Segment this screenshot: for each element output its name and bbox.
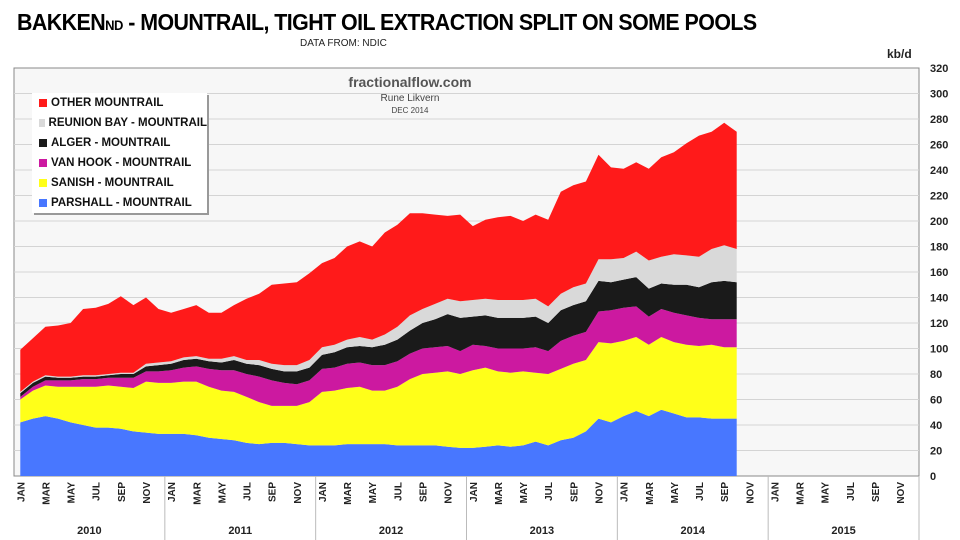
- y-tick-label: 120: [930, 318, 948, 330]
- x-tick-label: NOV: [896, 482, 907, 504]
- watermark-site: fractionalflow.com: [348, 74, 472, 90]
- y-axis-unit-label: kb/d: [887, 47, 912, 61]
- x-tick-label: JAN: [167, 482, 178, 502]
- legend-label: ALGER - MOUNTRAIL: [51, 137, 171, 149]
- x-tick-label: MAR: [41, 481, 52, 505]
- watermark-date: DEC 2014: [391, 106, 429, 115]
- x-tick-label: JUL: [544, 482, 555, 501]
- y-tick-label: 220: [930, 191, 948, 203]
- y-tick-label: 160: [930, 267, 948, 279]
- y-tick-label: 100: [930, 344, 948, 356]
- legend: OTHER MOUNTRAIL REUNION BAY - MOUNTRAIL …: [32, 93, 207, 213]
- legend-swatch: [39, 159, 47, 167]
- x-tick-label: JAN: [469, 482, 480, 502]
- x-tick-label: NOV: [142, 482, 153, 504]
- legend-item-reunion-bay: REUNION BAY - MOUNTRAIL: [32, 113, 207, 133]
- x-tick-label: MAY: [821, 482, 832, 504]
- legend-swatch: [39, 119, 45, 127]
- x-tick-label: JAN: [318, 482, 329, 502]
- legend-swatch: [39, 199, 47, 207]
- year-label: 2012: [379, 525, 403, 537]
- chart-subtitle: DATA FROM: NDIC: [300, 38, 387, 49]
- area-van-hook-mountrail: [20, 306, 737, 406]
- area-sanish-mountrail: [20, 337, 737, 448]
- x-tick-label: SEP: [720, 482, 731, 502]
- y-tick-label: 260: [930, 140, 948, 152]
- y-tick-label: 180: [930, 242, 948, 254]
- x-tick-label: MAR: [796, 481, 807, 505]
- x-tick-label: MAR: [494, 481, 505, 505]
- watermark: fractionalflow.com Rune Likvern DEC 2014: [330, 74, 490, 115]
- legend-swatch: [39, 99, 47, 107]
- y-tick-label: 140: [930, 293, 948, 305]
- x-tick-label: JAN: [770, 482, 781, 502]
- x-tick-label: MAR: [192, 481, 203, 505]
- title-suffix: ND: [105, 17, 123, 33]
- year-label: 2013: [530, 525, 554, 537]
- x-tick-label: NOV: [745, 482, 756, 504]
- legend-label: REUNION BAY - MOUNTRAIL: [48, 117, 207, 129]
- legend-label: VAN HOOK - MOUNTRAIL: [51, 157, 192, 169]
- x-tick-label: JUL: [846, 482, 857, 501]
- x-tick-label: SEP: [117, 482, 128, 502]
- x-tick-label: NOV: [444, 482, 455, 504]
- x-tick-label: JUL: [695, 482, 706, 501]
- x-tick-label: NOV: [293, 482, 304, 504]
- x-axis-ticks: JAN MAR MAY JUL SEP NOV 2010 JAN MAR MAY JUL SEP NOV…: [16, 476, 920, 540]
- legend-item-parshall: PARSHALL - MOUNTRAIL: [32, 193, 207, 213]
- legend-item-van-hook: VAN HOOK - MOUNTRAIL: [32, 153, 207, 173]
- x-tick-label: JAN: [16, 482, 27, 502]
- legend-item-sanish: SANISH - MOUNTRAIL: [32, 173, 207, 193]
- x-tick-label: SEP: [569, 482, 580, 502]
- stacked-areas: [20, 122, 737, 476]
- x-tick-label: MAY: [67, 482, 78, 504]
- y-tick-label: 200: [930, 216, 948, 228]
- x-tick-label: MAY: [670, 482, 681, 504]
- area-other-mountrail: [20, 122, 737, 392]
- year-label: 2015: [831, 525, 855, 537]
- legend-label: SANISH - MOUNTRAIL: [51, 177, 174, 189]
- y-tick-label: 60: [930, 395, 942, 407]
- year-label: 2014: [681, 525, 706, 537]
- x-tick-label: SEP: [871, 482, 882, 502]
- x-tick-label: JUL: [393, 482, 404, 501]
- x-tick-label: NOV: [594, 482, 605, 504]
- x-tick-label: MAR: [343, 481, 354, 505]
- area-parshall-mountrail: [20, 409, 737, 476]
- y-tick-label: 240: [930, 165, 948, 177]
- year-label: 2011: [228, 525, 252, 537]
- y-tick-label: 280: [930, 114, 948, 126]
- legend-label: PARSHALL - MOUNTRAIL: [51, 197, 192, 209]
- legend-label: OTHER MOUNTRAIL: [51, 97, 164, 109]
- legend-item-other: OTHER MOUNTRAIL: [32, 93, 207, 113]
- x-tick-label: SEP: [268, 482, 279, 502]
- x-tick-label: JUL: [243, 482, 254, 501]
- y-tick-label: 320: [930, 63, 948, 75]
- legend-swatch: [39, 179, 47, 187]
- x-tick-label: MAR: [645, 481, 656, 505]
- title-main: BAKKEN: [17, 9, 106, 35]
- x-tick-label: MAY: [519, 482, 530, 504]
- x-tick-label: JAN: [620, 482, 631, 502]
- legend-item-alger: ALGER - MOUNTRAIL: [32, 133, 207, 153]
- area-alger-mountrail: [20, 277, 737, 397]
- x-tick-label: MAY: [217, 482, 228, 504]
- chart-title: BAKKENND - MOUNTRAIL, TIGHT OIL EXTRACTI…: [17, 9, 757, 36]
- y-tick-label: 80: [930, 369, 942, 381]
- legend-swatch: [39, 139, 47, 147]
- watermark-author: Rune Likvern: [380, 93, 440, 104]
- x-tick-label: JUL: [92, 482, 103, 501]
- year-label: 2010: [77, 525, 101, 537]
- x-tick-label: MAY: [368, 482, 379, 504]
- y-tick-label: 20: [930, 446, 942, 458]
- y-tick-label: 300: [930, 89, 948, 101]
- y-axis-ticks: 0 20 40 60 80 100 120 140 160 180 200 220 240 260 280 3…: [930, 63, 948, 483]
- y-tick-label: 0: [930, 471, 936, 483]
- x-tick-label: SEP: [419, 482, 430, 502]
- y-tick-label: 40: [930, 420, 942, 432]
- title-rest: - MOUNTRAIL, TIGHT OIL EXTRACTION SPLIT …: [122, 9, 757, 35]
- area-reunion-bay-mountrail: [20, 245, 737, 394]
